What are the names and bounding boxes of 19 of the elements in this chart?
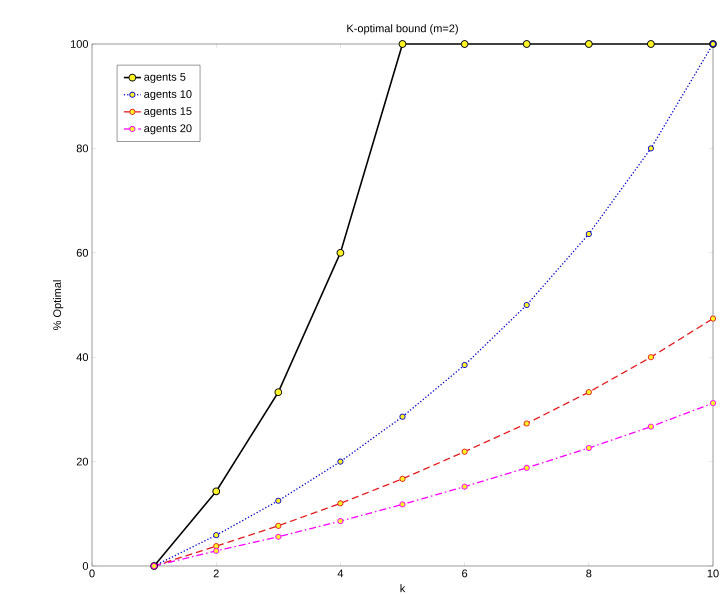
legend-label: agents 5 xyxy=(144,72,186,83)
y-tick-label: 0 xyxy=(82,562,88,570)
y-tick-label: 80 xyxy=(76,144,88,152)
y-tick-label: 60 xyxy=(76,248,88,256)
x-axis-title: k xyxy=(400,584,406,592)
x-tick-label: 0 xyxy=(89,569,95,578)
x-tick-label: 2 xyxy=(214,569,219,577)
legend-label: agents 20 xyxy=(144,124,192,134)
x-tick-label: 8 xyxy=(586,569,592,578)
chart-title: K-optimal bound (m=2) xyxy=(347,24,458,34)
x-tick-label: 4 xyxy=(338,569,344,577)
x-tick-label: 10 xyxy=(708,569,719,578)
legend-label: agents 15 xyxy=(144,107,192,117)
y-tick-label: 20 xyxy=(76,457,88,466)
x-tick-label: 6 xyxy=(462,569,468,578)
y-tick-label: 40 xyxy=(76,353,88,361)
y-axis-title: % Optimal xyxy=(53,280,64,330)
y-tick-label: 100 xyxy=(70,40,88,48)
legend-label: agents 10 xyxy=(144,90,192,100)
